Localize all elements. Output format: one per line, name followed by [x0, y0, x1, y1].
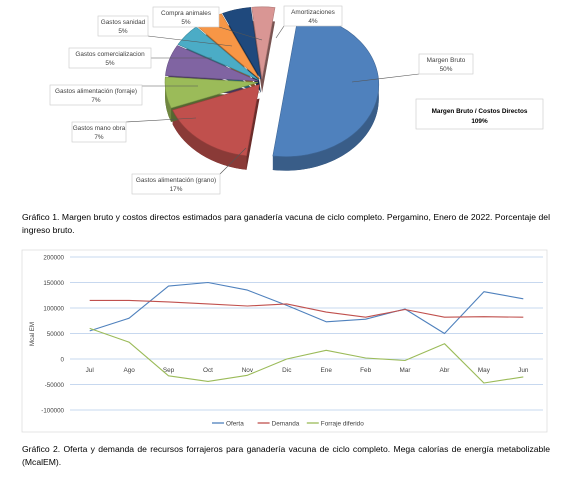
- pie-slice-side-margen-bruto: [272, 84, 379, 171]
- line-chart-frame: [21, 249, 548, 433]
- pie-slice-label: Amortizaciones: [291, 9, 335, 16]
- pie-callout-gastos-alimentacion-grano: [131, 173, 221, 195]
- series-line-demanda: [89, 299, 524, 318]
- x-tick-label: Sep: [163, 367, 175, 374]
- series-line-oferta: [89, 281, 524, 335]
- y-tick-label: -100000: [41, 408, 64, 415]
- pie-slice-value: 4%: [308, 18, 318, 25]
- pie-leader-compra-animales: [218, 26, 263, 41]
- pie-slice-value: 5%: [105, 60, 115, 67]
- pie-slice-side-gastos-alimentacion-grano: [172, 110, 247, 170]
- pie-slice-value: 17%: [170, 186, 183, 193]
- ratio-value: 109%: [471, 118, 488, 125]
- pie-slice-side-gastos-mano-obra: [165, 82, 172, 123]
- pie-callout-gastos-sanidad: [97, 15, 149, 37]
- pie-slice-gastos-alimentacion-forraje: [165, 45, 259, 82]
- x-tick-label: Abr: [439, 367, 450, 374]
- x-tick-label: May: [478, 367, 491, 374]
- pie-slice-value: 7%: [94, 134, 104, 141]
- y-tick-label: 100000: [43, 306, 64, 313]
- figure2-caption: Gráfico 2. Oferta y demanda de recursos …: [22, 444, 550, 467]
- pie-slice-label: Gastos alimentación (grano): [136, 177, 216, 184]
- series-line-forraje-diferido: [89, 327, 524, 384]
- pie-callout-amortizaciones: [283, 5, 343, 27]
- pie-leader-margen-bruto: [351, 73, 420, 83]
- x-tick-label: Ene: [321, 367, 333, 374]
- x-tick-label: Nov: [242, 367, 254, 374]
- pie-slice-label: Gastos comercializacion: [75, 51, 145, 58]
- pie-leader-gastos-sanidad: [147, 35, 233, 47]
- y-tick-label: 0: [61, 357, 65, 364]
- pie-callout-gastos-comercializacion: [68, 47, 152, 69]
- pie-slice-value: 50%: [440, 66, 453, 73]
- pie-callout-gastos-alimentacion-forraje: [49, 84, 143, 106]
- x-tick-label: Feb: [360, 367, 371, 374]
- pie-slice-value: 5%: [118, 28, 128, 35]
- x-tick-label: Mar: [400, 367, 412, 374]
- pie-callout-margen-bruto: [418, 53, 474, 75]
- legend-label-demanda: Demanda: [272, 420, 300, 427]
- y-tick-label: 150000: [43, 280, 64, 287]
- figure1-caption: Gráfico 1. Margen bruto y costos directo…: [22, 212, 550, 235]
- ratio-callout: [415, 98, 544, 130]
- pie-slice-label: Margen Bruto: [427, 57, 466, 64]
- y-tick-label: -50000: [45, 382, 65, 389]
- pie-slice-label: Gastos alimentación (forraje): [55, 88, 137, 95]
- pie-callout-compra-animales: [152, 6, 220, 28]
- pie-chart: Margen Bruto 50% Gastos alimentación (gran…: [49, 5, 544, 195]
- pie-slice-label: Gastos sanidad: [101, 19, 146, 26]
- x-tick-label: Oct: [203, 367, 213, 374]
- x-tick-label: Jul: [86, 367, 94, 374]
- pie-leader-amortizaciones: [275, 25, 285, 39]
- pie-slice-value: 7%: [91, 97, 101, 104]
- y-tick-label: 50000: [47, 331, 65, 338]
- legend-label-oferta: Oferta: [226, 420, 244, 427]
- y-tick-label: 200000: [43, 255, 64, 262]
- pie-leader-gastos-alimentacion-grano: [219, 147, 247, 175]
- x-tick-label: Dic: [282, 367, 292, 374]
- x-tick-label: Jun: [518, 367, 529, 374]
- y-axis-label: Mcal EM: [29, 322, 36, 346]
- pie-leader-gastos-mano-obra: [125, 117, 197, 123]
- pie-slice-label: Compra animales: [161, 10, 211, 17]
- pie-slice-amortizaciones: [251, 6, 276, 79]
- x-tick-label: Ago: [123, 367, 135, 374]
- pie-tops: [164, 6, 379, 157]
- legend-label-forraje-diferido: Forraje diferido: [321, 420, 364, 427]
- pie-slice-gastos-alimentacion-grano: [172, 84, 260, 157]
- pie-slice-compra-animales: [222, 7, 262, 80]
- pie-slice-label: Gastos mano obra: [73, 125, 126, 132]
- pie-slice-gastos-mano-obra: [164, 76, 259, 109]
- pie-callout-gastos-mano-obra: [71, 121, 127, 143]
- pie-slice-value: 5%: [181, 19, 191, 26]
- ratio-title: Margen Bruto / Costos Directos: [432, 108, 528, 115]
